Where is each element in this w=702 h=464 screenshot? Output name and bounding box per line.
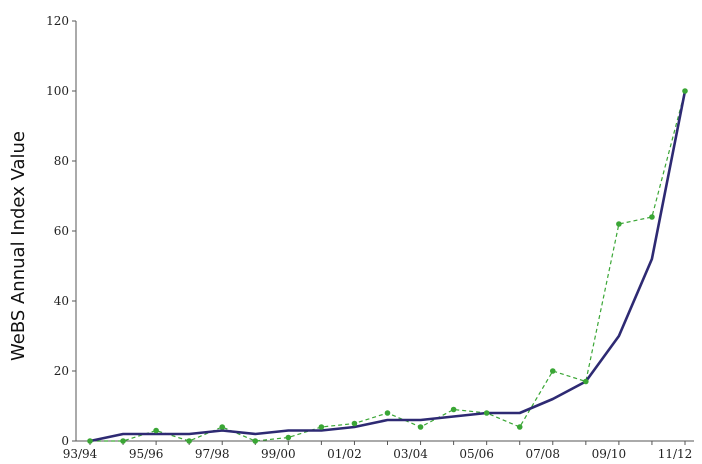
- y-tick-label: 0: [61, 434, 69, 448]
- x-tick-label: 03/04: [393, 447, 428, 461]
- y-tick-label: 80: [54, 154, 69, 168]
- series-dashed-point: [153, 427, 159, 434]
- y-tick-label: 60: [54, 224, 69, 238]
- series-dashed-point: [219, 424, 226, 430]
- y-tick-label: 20: [54, 364, 69, 378]
- series-dashed-point: [549, 368, 556, 374]
- series-dashed-point: [616, 221, 622, 227]
- series-dashed-point: [417, 424, 424, 430]
- series-dashed-point: [450, 406, 457, 413]
- series-dashed-point: [87, 438, 93, 444]
- axes: [75, 21, 694, 442]
- y-tick-label: 40: [54, 294, 69, 308]
- x-tick-label: 05/06: [459, 447, 494, 461]
- series-dashed-point: [285, 434, 292, 441]
- x-tick-label: 99/00: [261, 447, 296, 461]
- series-dashed-point: [483, 410, 490, 416]
- x-tick-label: 97/98: [195, 447, 230, 461]
- series-dashed-point: [318, 424, 325, 430]
- x-tick-label: 93/94: [63, 447, 98, 461]
- series-dashed-point: [186, 438, 192, 444]
- series-dashed-point: [516, 424, 523, 430]
- x-tick-label: 07/08: [525, 447, 560, 461]
- x-tick-label: 01/02: [327, 447, 362, 461]
- series-dashed-point: [384, 410, 391, 416]
- x-tick-label: 09/10: [592, 447, 627, 461]
- series-dashed-point: [682, 88, 688, 94]
- y-tick-label: 120: [46, 14, 69, 28]
- y-axis-title: WeBS Annual Index Value: [8, 131, 29, 361]
- series-dashed-point: [583, 378, 589, 385]
- y-tick-label: 100: [46, 84, 69, 98]
- x-ticks: 93/94 95/96 97/98 99/00 01/02 03/04 05/06 07/08…: [63, 441, 693, 461]
- series-dashed-point: [351, 420, 358, 427]
- series-dashed-point: [120, 438, 126, 444]
- series-dashed-point: [649, 214, 655, 220]
- x-tick-label: 95/96: [129, 447, 164, 461]
- x-tick-label: 11/12: [658, 447, 693, 461]
- y-ticks: 0 20 40 60 80 100 120: [46, 14, 76, 448]
- series-dashed-point: [252, 438, 259, 444]
- series-solid-line: [89, 90, 687, 443]
- series-dashed-line: [90, 90, 686, 442]
- series-layer: [87, 88, 688, 444]
